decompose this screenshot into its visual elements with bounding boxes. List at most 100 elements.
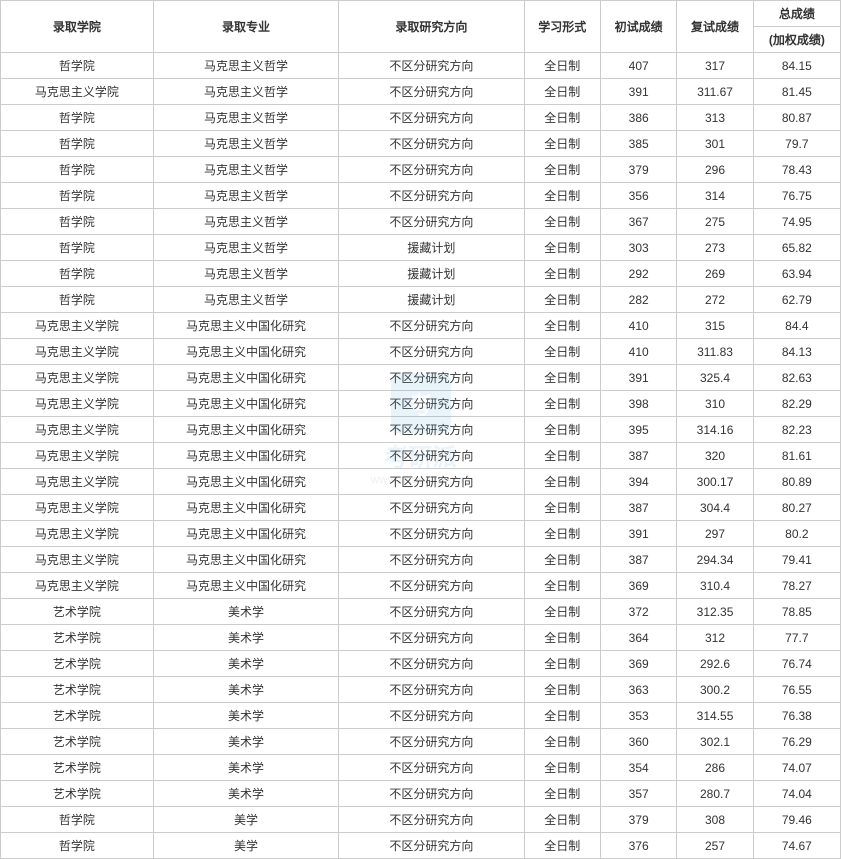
cell-major: 马克思主义哲学 <box>153 131 338 157</box>
cell-form: 全日制 <box>524 261 600 287</box>
cell-score1: 379 <box>600 807 676 833</box>
cell-major: 马克思主义哲学 <box>153 261 338 287</box>
cell-score1: 282 <box>600 287 676 313</box>
cell-score2: 312.35 <box>677 599 753 625</box>
cell-total: 79.41 <box>753 547 840 573</box>
cell-major: 马克思主义哲学 <box>153 287 338 313</box>
table-row: 艺术学院美术学不区分研究方向全日制36431277.7 <box>1 625 841 651</box>
table-row: 哲学院马克思主义哲学不区分研究方向全日制38530179.7 <box>1 131 841 157</box>
cell-form: 全日制 <box>524 443 600 469</box>
table-row: 马克思主义学院马克思主义中国化研究不区分研究方向全日制39129780.2 <box>1 521 841 547</box>
cell-direction: 不区分研究方向 <box>339 417 524 443</box>
cell-total: 81.61 <box>753 443 840 469</box>
table-row: 哲学院马克思主义哲学不区分研究方向全日制37929678.43 <box>1 157 841 183</box>
cell-score1: 360 <box>600 729 676 755</box>
cell-college: 艺术学院 <box>1 625 154 651</box>
cell-major: 马克思主义中国化研究 <box>153 521 338 547</box>
cell-total: 81.45 <box>753 79 840 105</box>
cell-form: 全日制 <box>524 313 600 339</box>
cell-form: 全日制 <box>524 79 600 105</box>
header-form: 学习形式 <box>524 1 600 53</box>
cell-direction: 不区分研究方向 <box>339 651 524 677</box>
cell-direction: 不区分研究方向 <box>339 781 524 807</box>
table-row: 艺术学院美术学不区分研究方向全日制360302.176.29 <box>1 729 841 755</box>
cell-score2: 317 <box>677 53 753 79</box>
cell-major: 美术学 <box>153 625 338 651</box>
cell-score1: 356 <box>600 183 676 209</box>
cell-college: 马克思主义学院 <box>1 365 154 391</box>
cell-form: 全日制 <box>524 53 600 79</box>
cell-score2: 297 <box>677 521 753 547</box>
cell-score1: 363 <box>600 677 676 703</box>
cell-form: 全日制 <box>524 807 600 833</box>
cell-college: 哲学院 <box>1 105 154 131</box>
cell-major: 马克思主义中国化研究 <box>153 339 338 365</box>
cell-total: 77.7 <box>753 625 840 651</box>
cell-college: 哲学院 <box>1 261 154 287</box>
cell-total: 80.2 <box>753 521 840 547</box>
cell-score1: 372 <box>600 599 676 625</box>
cell-score2: 314 <box>677 183 753 209</box>
cell-direction: 不区分研究方向 <box>339 53 524 79</box>
cell-college: 马克思主义学院 <box>1 469 154 495</box>
cell-college: 哲学院 <box>1 833 154 859</box>
table-row: 马克思主义学院马克思主义中国化研究不区分研究方向全日制39831082.29 <box>1 391 841 417</box>
header-row: 录取学院 录取专业 录取研究方向 学习形式 初试成绩 复试成绩 总成绩 <box>1 1 841 27</box>
cell-total: 76.38 <box>753 703 840 729</box>
cell-score1: 387 <box>600 547 676 573</box>
cell-total: 74.07 <box>753 755 840 781</box>
cell-total: 65.82 <box>753 235 840 261</box>
cell-form: 全日制 <box>524 235 600 261</box>
cell-total: 78.85 <box>753 599 840 625</box>
cell-score2: 311.67 <box>677 79 753 105</box>
cell-direction: 不区分研究方向 <box>339 521 524 547</box>
cell-direction: 不区分研究方向 <box>339 313 524 339</box>
cell-score2: 311.83 <box>677 339 753 365</box>
cell-total: 82.29 <box>753 391 840 417</box>
cell-total: 84.4 <box>753 313 840 339</box>
cell-major: 美术学 <box>153 755 338 781</box>
cell-total: 78.27 <box>753 573 840 599</box>
cell-score1: 369 <box>600 651 676 677</box>
cell-score1: 410 <box>600 339 676 365</box>
cell-form: 全日制 <box>524 729 600 755</box>
table-row: 哲学院马克思主义哲学不区分研究方向全日制40731784.15 <box>1 53 841 79</box>
cell-college: 哲学院 <box>1 807 154 833</box>
cell-total: 82.63 <box>753 365 840 391</box>
cell-score2: 314.16 <box>677 417 753 443</box>
cell-total: 74.67 <box>753 833 840 859</box>
cell-score2: 269 <box>677 261 753 287</box>
cell-form: 全日制 <box>524 651 600 677</box>
cell-score1: 369 <box>600 573 676 599</box>
cell-direction: 不区分研究方向 <box>339 599 524 625</box>
cell-score2: 300.2 <box>677 677 753 703</box>
header-score2: 复试成绩 <box>677 1 753 53</box>
cell-direction: 不区分研究方向 <box>339 547 524 573</box>
cell-form: 全日制 <box>524 157 600 183</box>
cell-total: 76.74 <box>753 651 840 677</box>
cell-direction: 不区分研究方向 <box>339 365 524 391</box>
cell-form: 全日制 <box>524 391 600 417</box>
table-row: 哲学院马克思主义哲学援藏计划全日制29226963.94 <box>1 261 841 287</box>
cell-major: 美术学 <box>153 599 338 625</box>
cell-major: 马克思主义中国化研究 <box>153 573 338 599</box>
cell-college: 马克思主义学院 <box>1 495 154 521</box>
cell-form: 全日制 <box>524 547 600 573</box>
table-row: 马克思主义学院马克思主义中国化研究不区分研究方向全日制410311.8384.1… <box>1 339 841 365</box>
cell-form: 全日制 <box>524 365 600 391</box>
cell-major: 马克思主义哲学 <box>153 53 338 79</box>
cell-score2: 314.55 <box>677 703 753 729</box>
cell-score1: 379 <box>600 157 676 183</box>
cell-form: 全日制 <box>524 417 600 443</box>
cell-major: 马克思主义中国化研究 <box>153 495 338 521</box>
cell-college: 哲学院 <box>1 183 154 209</box>
cell-total: 84.13 <box>753 339 840 365</box>
cell-direction: 不区分研究方向 <box>339 157 524 183</box>
cell-college: 艺术学院 <box>1 781 154 807</box>
cell-score1: 353 <box>600 703 676 729</box>
cell-score1: 292 <box>600 261 676 287</box>
cell-score2: 302.1 <box>677 729 753 755</box>
cell-score1: 303 <box>600 235 676 261</box>
cell-form: 全日制 <box>524 521 600 547</box>
cell-college: 艺术学院 <box>1 729 154 755</box>
